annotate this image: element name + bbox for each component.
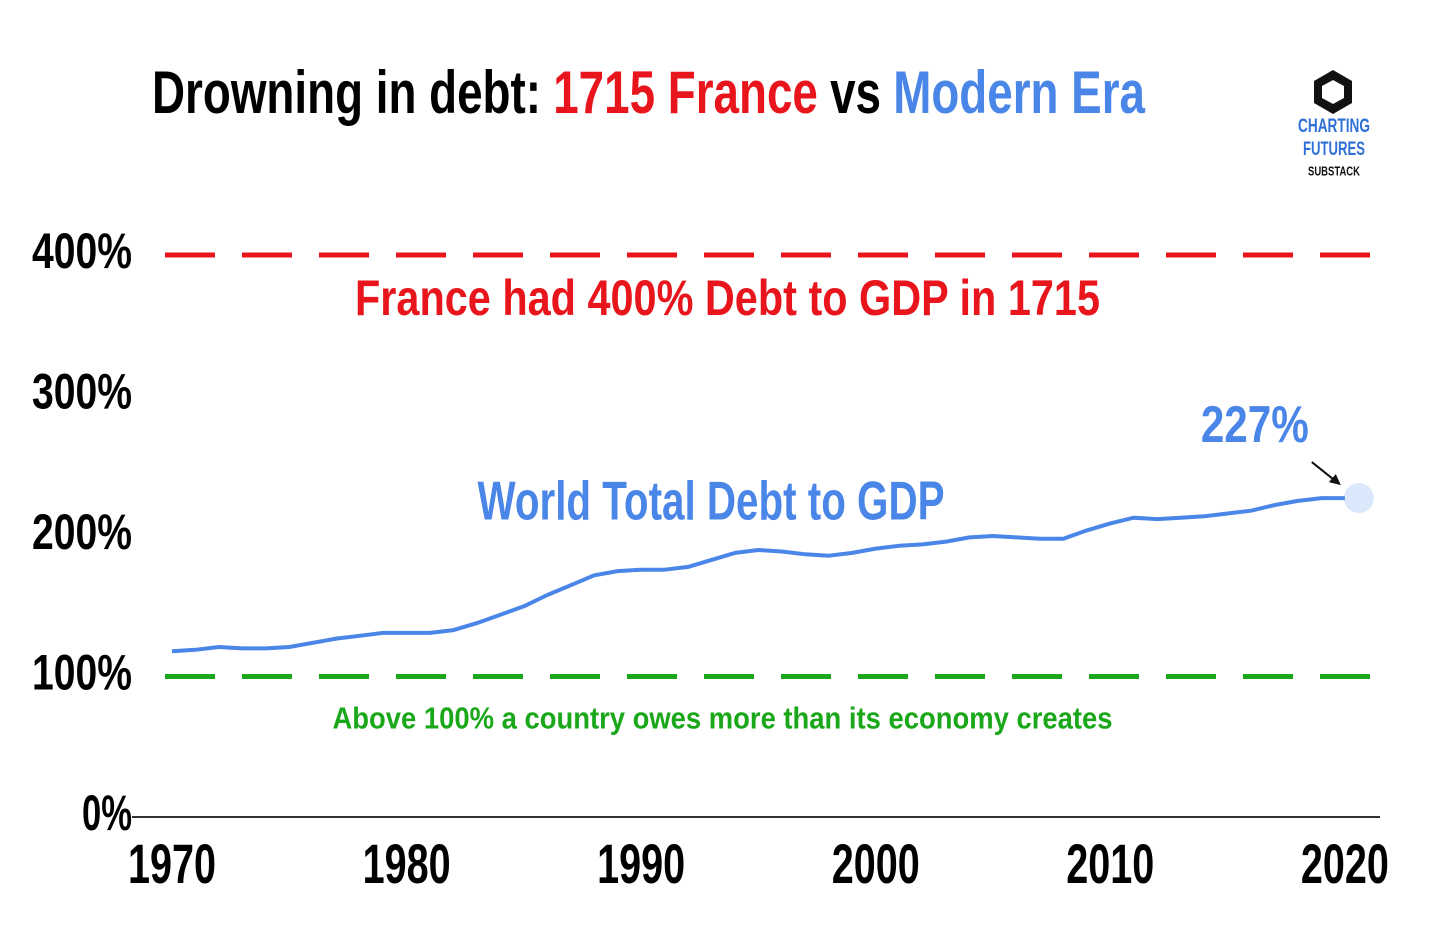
series-label: World Total Debt to GDP [478, 470, 945, 532]
y-tick-label: 400% [32, 223, 132, 279]
reference-label: France had 400% Debt to GDP in 1715 [355, 270, 1100, 326]
y-tick-label: 100% [32, 645, 132, 701]
x-tick-label: 1970 [128, 832, 216, 895]
y-tick-label: 300% [32, 364, 132, 420]
logo-text: CHARTING [1298, 116, 1370, 137]
x-tick-label: 2020 [1301, 832, 1389, 895]
logo: CHARTING FUTURES SUBSTACK [1298, 70, 1370, 178]
x-tick-label: 1980 [363, 832, 451, 895]
annotation-arrowhead [1328, 474, 1341, 486]
title-part: vs [830, 59, 881, 126]
y-tick-label: 200% [32, 504, 132, 560]
title-part: 1715 France [553, 59, 818, 126]
chart-title: Drowning in debt:1715 FrancevsModern Era [152, 59, 1145, 126]
logo-text: SUBSTACK [1308, 163, 1360, 178]
end-point [1343, 483, 1374, 514]
y-tick-label: 0% [82, 785, 132, 841]
logo-text: FUTURES [1303, 139, 1365, 160]
x-tick-label: 1990 [597, 832, 685, 895]
data-line [171, 496, 1345, 654]
x-tick-label: 2000 [832, 832, 920, 895]
title-part: Modern Era [893, 59, 1145, 126]
x-tick-label: 2010 [1066, 832, 1154, 895]
title-part: Drowning in debt: [152, 59, 541, 126]
logo-icon [1322, 80, 1344, 104]
annotation: 227% [1201, 396, 1309, 454]
reference-label: Above 100% a country owes more than its … [333, 701, 1113, 736]
